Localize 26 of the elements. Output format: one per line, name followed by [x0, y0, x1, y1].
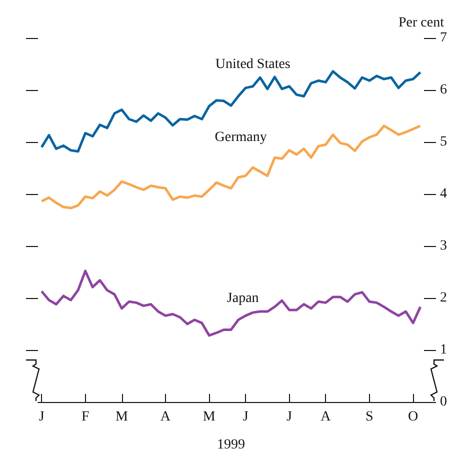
- y-axis-title: Per cent: [398, 16, 444, 30]
- line-series: [40, 270, 422, 337]
- y-tick-label: 5: [440, 134, 447, 150]
- y-tick-label: 1: [440, 342, 447, 358]
- series-label: Germany: [214, 130, 267, 145]
- y-tick-label: 6: [440, 82, 447, 98]
- y-tick-label: 4: [440, 186, 447, 202]
- x-axis-title: 1999: [217, 438, 245, 452]
- x-tick-label: J: [286, 410, 293, 424]
- x-tick-label: J: [38, 410, 45, 424]
- x-tick-label: O: [408, 410, 418, 424]
- series-label: United States: [215, 56, 290, 72]
- y-tick-label: 0: [440, 394, 447, 410]
- x-tick-label: S: [365, 410, 374, 424]
- y-tick-label: 7: [440, 30, 447, 46]
- line-series: [40, 70, 422, 153]
- x-tick-label: M: [202, 410, 216, 424]
- x-tick-label: F: [81, 410, 90, 424]
- series-label: Japan: [226, 291, 259, 306]
- y-tick-label: 3: [440, 238, 447, 254]
- y-tick-label: 2: [440, 290, 447, 306]
- x-tick-label: A: [320, 410, 332, 424]
- x-tick-label: J: [242, 410, 249, 424]
- x-tick-label: M: [116, 410, 129, 424]
- x-tick-label: A: [160, 410, 172, 424]
- line-series: [40, 124, 422, 210]
